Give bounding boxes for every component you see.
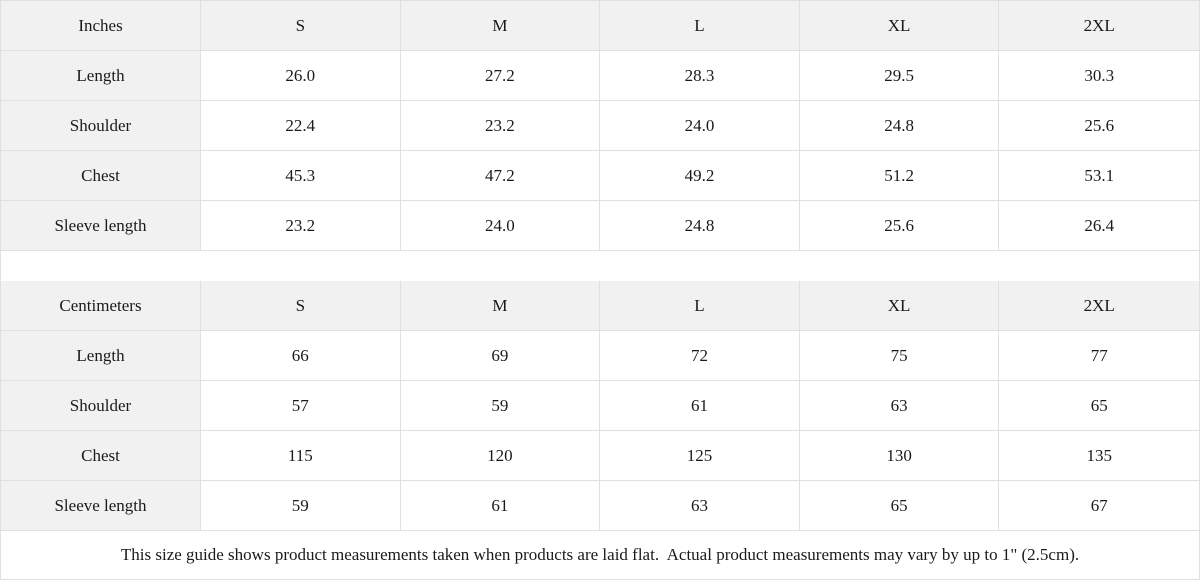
- measurement-value-cell: 24.0: [400, 201, 601, 251]
- size-column-header: L: [600, 1, 800, 51]
- size-guide-note: This size guide shows product measuremen…: [120, 545, 1080, 564]
- measurement-value-cell: 63: [799, 381, 1000, 431]
- measurement-row-label: Shoulder: [1, 101, 201, 151]
- measurement-value-cell: 135: [999, 431, 1199, 481]
- measurement-value-cell: 24.8: [600, 201, 800, 251]
- measurement-value-cell: 120: [400, 431, 601, 481]
- measurement-value-cell: 59: [201, 481, 401, 531]
- size-table-inches: Inches S M L XL 2XL Length 26.0 27.2 28.3 29.5 30.3…: [1, 1, 1199, 251]
- measurement-value-cell: 49.2: [600, 151, 800, 201]
- size-guide-note-row: This size guide shows product measuremen…: [1, 531, 1199, 579]
- measurement-value-cell: 65: [999, 381, 1199, 431]
- measurement-value-cell: 24.0: [600, 101, 800, 151]
- size-column-header: M: [400, 1, 601, 51]
- measurement-value-cell: 28.3: [600, 51, 800, 101]
- measurement-row-label: Length: [1, 51, 201, 101]
- measurement-value-cell: 67: [999, 481, 1199, 531]
- unit-header: Centimeters: [1, 281, 201, 331]
- measurement-row-label: Shoulder: [1, 381, 201, 431]
- measurement-value-cell: 53.1: [999, 151, 1199, 201]
- measurement-value-cell: 115: [201, 431, 401, 481]
- measurement-value-cell: 75: [799, 331, 1000, 381]
- measurement-value-cell: 23.2: [400, 101, 601, 151]
- size-column-header: S: [201, 1, 401, 51]
- measurement-value-cell: 65: [799, 481, 1000, 531]
- measurement-value-cell: 25.6: [999, 101, 1199, 151]
- measurement-value-cell: 57: [201, 381, 401, 431]
- measurement-row-label: Sleeve length: [1, 201, 201, 251]
- size-column-header: L: [600, 281, 800, 331]
- measurement-value-cell: 63: [600, 481, 800, 531]
- measurement-value-cell: 26.0: [201, 51, 401, 101]
- measurement-value-cell: 125: [600, 431, 800, 481]
- measurement-value-cell: 27.2: [400, 51, 601, 101]
- measurement-value-cell: 24.8: [799, 101, 1000, 151]
- measurement-value-cell: 77: [999, 331, 1199, 381]
- size-column-header: 2XL: [999, 281, 1199, 331]
- measurement-value-cell: 66: [201, 331, 401, 381]
- measurement-value-cell: 30.3: [999, 51, 1199, 101]
- measurement-row-label: Length: [1, 331, 201, 381]
- measurement-value-cell: 25.6: [799, 201, 1000, 251]
- measurement-value-cell: 61: [600, 381, 800, 431]
- measurement-value-cell: 22.4: [201, 101, 401, 151]
- measurement-value-cell: 59: [400, 381, 601, 431]
- unit-header: Inches: [1, 1, 201, 51]
- measurement-value-cell: 51.2: [799, 151, 1000, 201]
- measurement-value-cell: 23.2: [201, 201, 401, 251]
- size-column-header: M: [400, 281, 601, 331]
- measurement-value-cell: 61: [400, 481, 601, 531]
- table-spacer: [1, 251, 1199, 281]
- measurement-value-cell: 72: [600, 331, 800, 381]
- measurement-value-cell: 130: [799, 431, 1000, 481]
- size-column-header: XL: [799, 1, 1000, 51]
- size-column-header: XL: [799, 281, 1000, 331]
- measurement-value-cell: 47.2: [400, 151, 601, 201]
- size-column-header: 2XL: [999, 1, 1199, 51]
- measurement-row-label: Chest: [1, 151, 201, 201]
- measurement-value-cell: 26.4: [999, 201, 1199, 251]
- size-column-header: S: [201, 281, 401, 331]
- measurement-value-cell: 29.5: [799, 51, 1000, 101]
- measurement-row-label: Sleeve length: [1, 481, 201, 531]
- measurement-row-label: Chest: [1, 431, 201, 481]
- measurement-value-cell: 45.3: [201, 151, 401, 201]
- measurement-value-cell: 69: [400, 331, 601, 381]
- size-table-centimeters: Centimeters S M L XL 2XL Length 66 69 72 75 77 Shoul…: [1, 281, 1199, 531]
